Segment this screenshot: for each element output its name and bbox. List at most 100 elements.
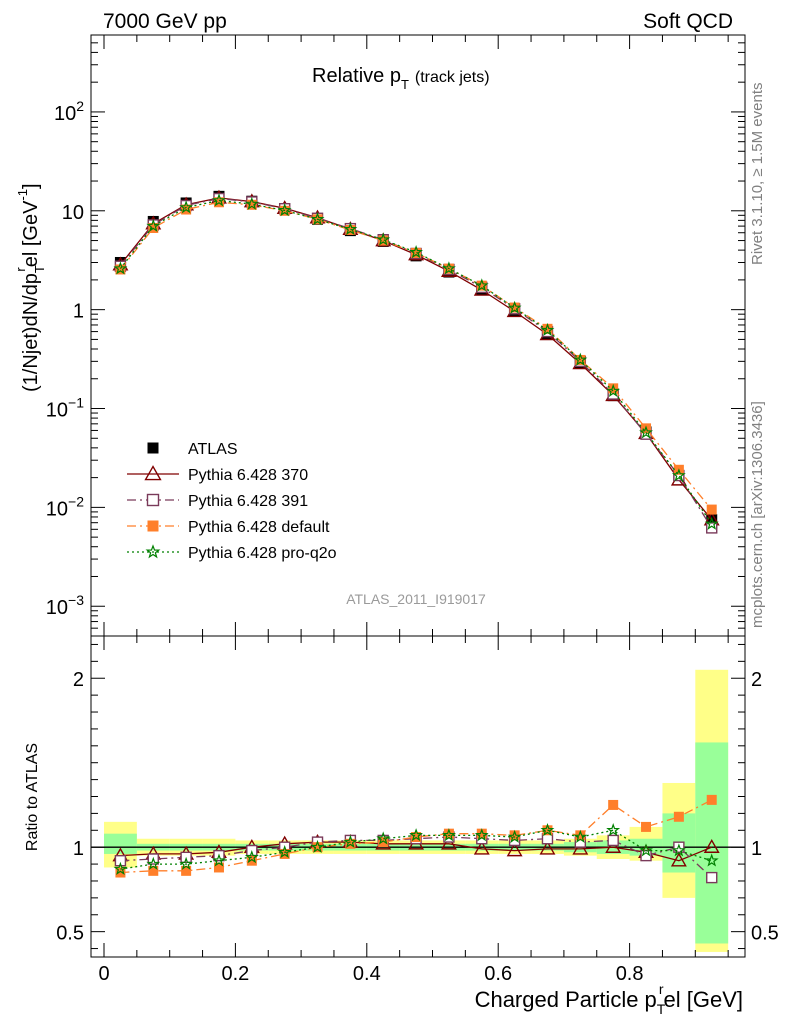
legend-marker [147, 442, 159, 454]
ratio-data-point [608, 799, 619, 810]
ratio-plot-frame [90, 635, 746, 958]
ratio-data-point [378, 837, 389, 848]
x-tick-label: 0.4 [353, 963, 381, 985]
data-point [540, 322, 555, 337]
ratio-data-point [343, 834, 358, 849]
ratio-data-point [673, 811, 684, 822]
data-point [474, 278, 489, 292]
data-point [509, 302, 520, 313]
ratio-data-point [671, 843, 686, 857]
ratio-data-point [277, 845, 292, 859]
ratio-data-point [539, 840, 556, 855]
ratio-data-point [476, 828, 487, 839]
ratio-data-point [703, 839, 720, 853]
ratio-data-point [474, 828, 489, 842]
legend-item: ATLAS [147, 441, 238, 458]
ratio-data-point [706, 871, 718, 884]
ratio-y-tick-label-right: 2 [751, 669, 762, 691]
data-point [542, 323, 553, 334]
legend-item: Pythia 6.428 default [127, 519, 330, 536]
data-point [606, 383, 621, 398]
data-point [244, 196, 259, 210]
ratio-y-tick-label: 0.5 [56, 923, 84, 945]
ratio-data-point [312, 842, 323, 853]
data-point [310, 211, 325, 226]
legend-marker [146, 493, 160, 507]
data-point [507, 300, 522, 314]
legend-label: ATLAS [188, 441, 238, 458]
data-point [639, 425, 654, 439]
legend-marker [144, 465, 162, 481]
data-point [706, 504, 717, 515]
main-title: Relative pT (track jets) [312, 65, 490, 92]
legend-label: Pythia 6.428 391 [188, 493, 308, 510]
header-left: 7000 GeV pp [103, 10, 227, 33]
side-text-mcplots: mcplots.cern.ch [arXiv:1306.3436] [749, 401, 766, 628]
legend-marker [145, 544, 161, 559]
analysis-watermark: ATLAS_2011_I919017 [346, 591, 486, 607]
ratio-data-point [244, 849, 259, 864]
ratio-data-point [443, 828, 454, 839]
ratio-axis-ticks: 0.5 0.5 1 1 2 2 0 0.2 0.4 0.6 0.8 [56, 636, 779, 985]
ratio-uncertainty-bands [91, 669, 745, 952]
ratio-series-pythia-6-428-pro-q2o [113, 822, 719, 876]
main-plot-panel: 10−3 10−2 10−1 1 10 102 Relative pT (track jet… [13, 34, 746, 637]
ratio-data-point [246, 855, 257, 866]
main-series-layer [112, 189, 720, 534]
data-point [115, 264, 126, 275]
ratio-data-point [540, 822, 555, 837]
main-y-tick-label: 10 [62, 202, 84, 224]
data-point [343, 221, 358, 236]
main-y-tick-label: 10−3 [46, 592, 84, 619]
main-y-axis-label: (1/Njet)dN/dpTrel [GeV-1] [13, 183, 47, 392]
ratio-data-point [506, 842, 523, 857]
x-axis-label: Charged Particle pTrel [GeV] [475, 981, 743, 1017]
x-tick-label: 0.8 [616, 963, 644, 985]
ratio-data-point [704, 853, 719, 867]
data-point [409, 244, 423, 259]
x-tick-label: 0.2 [221, 963, 249, 985]
legend-marker [147, 520, 159, 532]
ratio-series-layer [112, 794, 720, 884]
main-y-tick-label: 10−2 [46, 493, 84, 520]
side-text-rivet: Rivet 3.1.10, ≥ 1.5M events [749, 83, 766, 266]
ratio-data-point [507, 829, 522, 843]
data-point [146, 218, 161, 233]
data-point [476, 280, 487, 291]
ratio-data-point [310, 839, 325, 854]
data-point [704, 516, 719, 530]
series-pythia-6-428-pro-q2o [113, 193, 719, 530]
data-point [608, 383, 619, 394]
ratio-data-point [213, 862, 224, 873]
x-tick-label: 0 [98, 963, 109, 985]
uncertainty-band-green [104, 833, 137, 854]
ratio-data-point [575, 830, 586, 841]
legend-label: Pythia 6.428 pro-q2o [188, 545, 337, 562]
data-point [179, 200, 194, 214]
data-point [442, 261, 456, 275]
ratio-data-point [409, 828, 423, 842]
main-axis-ticks: 10−3 10−2 10−1 1 10 102 [46, 34, 745, 637]
ratio-data-point [573, 829, 588, 843]
main-y-tick-label: 102 [54, 98, 84, 125]
legend: ATLAS Pythia 6.428 370 Pythia 6.428 391 Pyt… [127, 441, 337, 562]
data-point [573, 352, 588, 366]
main-y-tick-label: 1 [73, 301, 84, 323]
ratio-data-point [179, 856, 194, 870]
ratio-data-point [442, 828, 456, 842]
ratio-y-tick-label-right: 0.5 [751, 923, 779, 945]
ratio-data-point [606, 822, 621, 837]
data-point [277, 203, 292, 217]
ratio-data-point [440, 835, 457, 850]
legend-item: Pythia 6.428 370 [127, 465, 308, 484]
ratio-data-point [639, 843, 653, 857]
header-right: Soft QCD [643, 10, 733, 33]
data-point [113, 261, 128, 275]
main-y-tick-label: 10−1 [46, 395, 84, 422]
ratio-data-point [114, 855, 127, 867]
ratio-data-point [181, 865, 192, 876]
ratio-data-point [706, 794, 717, 805]
data-point [246, 199, 257, 210]
ratio-y-axis-label: Ratio to ATLAS [24, 743, 41, 851]
